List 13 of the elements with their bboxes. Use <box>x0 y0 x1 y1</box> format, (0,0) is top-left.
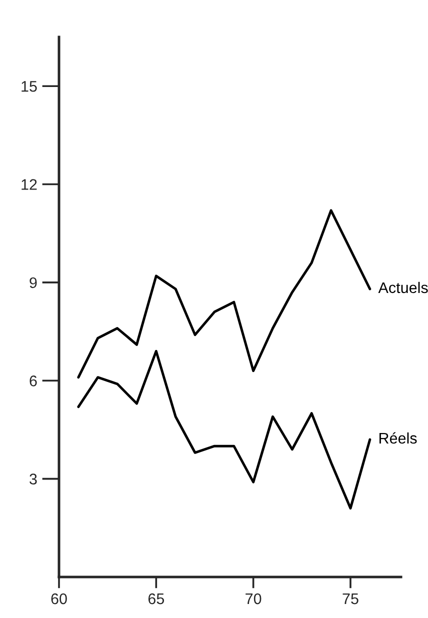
y-tick-label: 12 <box>22 179 37 190</box>
x-tick-label: 70 <box>246 593 262 604</box>
x-tick-label: 60 <box>51 593 67 604</box>
x-tick-label: 65 <box>148 593 164 604</box>
y-tick-label: 6 <box>30 376 37 386</box>
y-tick-label: 9 <box>30 277 37 288</box>
line-series <box>77 350 372 510</box>
series-label: Réels <box>379 432 417 444</box>
y-tick-label: 15 <box>22 81 37 92</box>
line-series <box>77 209 372 379</box>
series-label: Actuels <box>378 282 428 294</box>
y-tick-label: 3 <box>30 474 37 485</box>
x-tick-label: 75 <box>342 594 358 604</box>
